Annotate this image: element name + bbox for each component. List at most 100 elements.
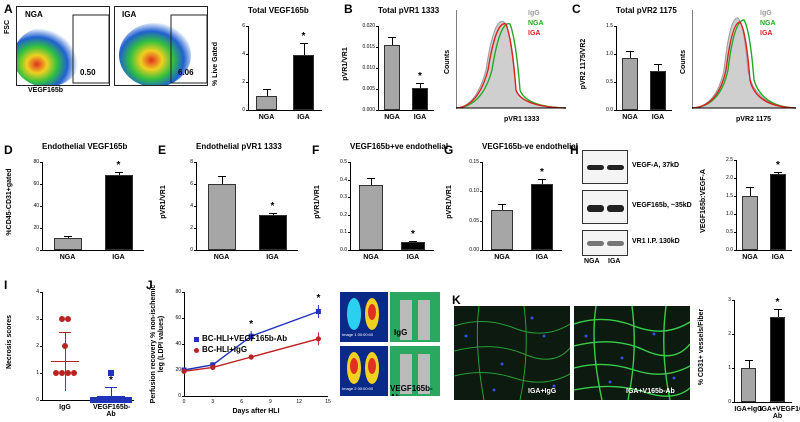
y-tick-label: 0.1 (340, 229, 347, 236)
error-bar-cap (654, 64, 662, 66)
chart-necrosis-scores: Necrosis scores 0 1 2 3 4 IgG VEGF165b-Ab * (4, 282, 140, 418)
significance-star: * (249, 319, 254, 330)
error-bar-cap (63, 235, 72, 237)
flow-title-iga: IGA (122, 10, 137, 19)
y-tick-label: 2.0 (726, 175, 733, 181)
panel-label-a: A (4, 2, 13, 16)
significance-star: * (411, 229, 415, 241)
bar (491, 209, 513, 250)
x-tick-label: IGA (413, 114, 427, 121)
y-tick-label: 2 (190, 225, 193, 231)
y-axis (42, 292, 43, 400)
x-axis-label: Days after HLI (232, 408, 280, 415)
y-tick-mark (194, 184, 196, 185)
y-tick-label: 0.5 (340, 159, 347, 165)
y-tick-mark (182, 318, 184, 319)
error-bar (502, 204, 503, 210)
y-axis (736, 160, 737, 250)
y-tick-label: 0.5 (726, 229, 733, 235)
y-tick-mark (348, 162, 350, 163)
data-point (59, 316, 65, 322)
y-tick-mark (40, 319, 42, 320)
y-tick-label: 6 (242, 23, 245, 29)
bar (384, 44, 400, 110)
y-tick-mark (194, 162, 196, 163)
bar (622, 57, 638, 110)
y-tick-mark (40, 250, 42, 251)
perfusion-image-graphic (340, 346, 440, 396)
error-bar-cap (409, 241, 417, 243)
y-axis (248, 26, 249, 110)
y-axis-label: pVR2 1175/VR2 (580, 38, 587, 90)
chart-title: Total pVR1 1333 (378, 6, 440, 15)
western-blot-vegf165b (582, 190, 628, 224)
y-tick-mark (348, 179, 350, 181)
y-tick-mark (246, 82, 248, 83)
perfusion-image-label-igg: IgG (394, 328, 408, 337)
blot-band (587, 205, 604, 212)
y-tick-label: 20 (33, 225, 39, 231)
y-tick-mark (40, 373, 42, 374)
y-tick-mark (480, 162, 482, 163)
error-bar-cap (416, 82, 424, 84)
bar (531, 184, 553, 250)
significance-star: * (775, 296, 780, 308)
series-line (183, 310, 319, 371)
y-tick-label: 1 (36, 370, 39, 376)
flow-ylabel: FSC (4, 20, 11, 34)
data-point (126, 397, 132, 403)
histogram-legend-igg: IgG (760, 10, 772, 17)
y-tick-label: 0.015 (362, 44, 375, 50)
error-bar (777, 308, 779, 317)
y-tick-mark (194, 250, 196, 251)
y-tick-label: 0.0 (606, 107, 613, 113)
x-axis (248, 110, 322, 111)
y-tick-mark (614, 110, 616, 111)
y-tick-label: 60 (33, 181, 39, 187)
y-tick-label: 6 (190, 181, 193, 187)
y-tick-mark (614, 82, 616, 83)
series-line (183, 338, 319, 372)
panel-label-i: I (4, 278, 8, 292)
significance-star: * (116, 159, 121, 171)
y-tick-mark (732, 300, 734, 301)
error-bar (272, 212, 274, 215)
y-axis-label: pVR1/VR1 (160, 185, 167, 219)
y-tick-mark (732, 368, 734, 369)
flow-density-nga (17, 14, 109, 85)
y-axis-label: % CD31+ vessels/Fiber (698, 308, 705, 386)
chart-endothelial-vegf165b: Endothelial VEGF165b %CD45-CD31+gated 0 20 4… (4, 140, 150, 268)
chart-total-vegf165b: Total VEGF165b % Live Gated 0 2 4 6 NGA IGA * (210, 4, 328, 128)
y-tick-mark (246, 26, 248, 27)
chart-title: Endothelial VEGF165b (42, 142, 128, 151)
histogram-xlabel: pVR1 1333 (504, 116, 540, 123)
histogram-curves (456, 10, 566, 109)
x-tick-label: NGA (384, 114, 400, 121)
y-tick-mark (40, 400, 42, 401)
y-tick-mark (40, 228, 42, 229)
micrograph-iga-antibody: IGA+V165b-Ab (574, 306, 690, 400)
error-bar (420, 82, 421, 89)
y-tick-label: 0.05 (469, 217, 479, 224)
histogram-ylabel: Counts (680, 49, 687, 74)
x-tick-label: NGA (494, 254, 510, 261)
y-tick-mark (182, 344, 184, 345)
x-tick-label: IGA (535, 254, 549, 261)
error-bar (266, 89, 268, 96)
significance-star: * (270, 200, 275, 212)
significance-star: * (109, 375, 113, 387)
blot-band (607, 165, 624, 170)
error-bar-cap (773, 308, 782, 310)
x-axis (184, 396, 328, 397)
y-tick-label: 4 (36, 289, 39, 295)
blot-label-vegf165b: VEGF165b, ~35kD (632, 202, 692, 209)
x-tick-label: NGA (59, 254, 76, 261)
x-axis (350, 250, 434, 251)
error-bar-cap (746, 187, 754, 188)
error-bar-cap (626, 51, 634, 53)
blot-label-vr1: VR1 I.P. 130kD (632, 238, 680, 245)
error-bar-cap (262, 89, 271, 90)
micrograph-label: IGA+V165b-Ab (626, 388, 675, 395)
x-tick-label: NGA (622, 114, 638, 121)
sd-cap (105, 387, 117, 389)
